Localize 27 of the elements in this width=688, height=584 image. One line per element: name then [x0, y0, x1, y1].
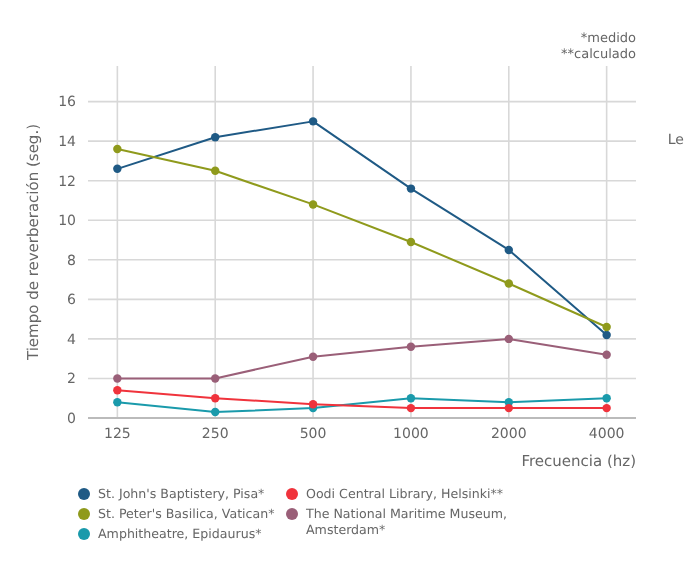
- point: [406, 403, 416, 413]
- point: [210, 166, 220, 176]
- point: [406, 342, 416, 352]
- point: [113, 144, 122, 154]
- point: [210, 394, 220, 403]
- point: [504, 403, 514, 413]
- point: [210, 407, 220, 417]
- point: [113, 386, 122, 395]
- point: [504, 334, 514, 344]
- point: [406, 237, 416, 247]
- point: [210, 132, 220, 142]
- point: [406, 394, 416, 403]
- point: [602, 322, 611, 332]
- point: [602, 394, 611, 403]
- point: [308, 200, 318, 209]
- point: [113, 374, 122, 383]
- point: [504, 279, 514, 288]
- point: [602, 350, 611, 359]
- point: [210, 374, 220, 383]
- point: [504, 245, 514, 255]
- point: [602, 403, 611, 413]
- point: [308, 352, 318, 361]
- point: [113, 397, 122, 407]
- point: [602, 330, 611, 340]
- point: [113, 164, 122, 174]
- point: [406, 184, 416, 193]
- point: [308, 117, 318, 126]
